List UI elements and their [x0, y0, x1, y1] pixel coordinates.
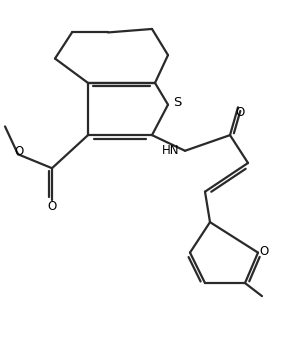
Text: HN: HN: [162, 144, 180, 157]
Text: O: O: [260, 245, 269, 258]
Text: O: O: [47, 200, 57, 213]
Text: O: O: [236, 106, 245, 119]
Text: O: O: [15, 145, 24, 158]
Text: S: S: [173, 96, 182, 109]
